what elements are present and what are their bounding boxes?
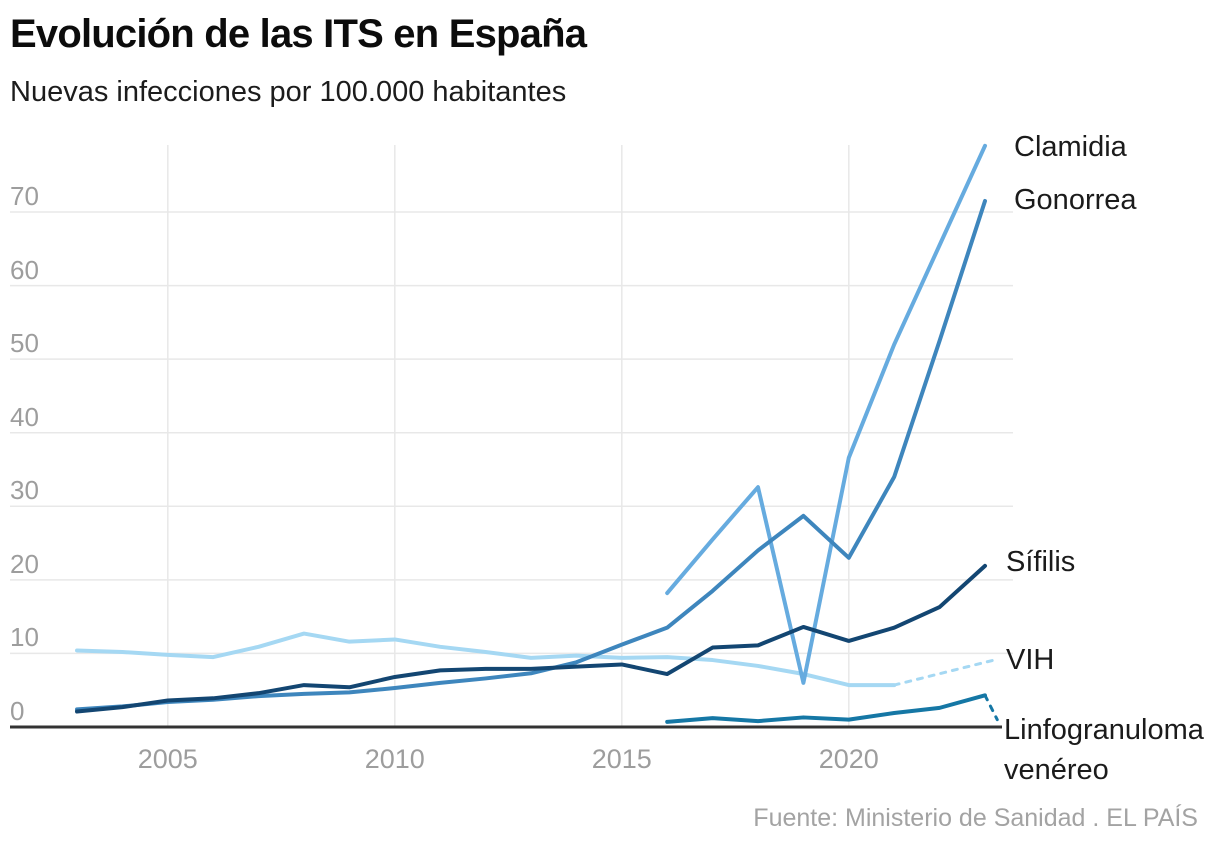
series-dashed-segment-linfogranuloma-venereo [983, 693, 999, 722]
page-title: Evolución de las ITS en España [10, 12, 587, 56]
y-axis-tick-label: 10 [10, 622, 39, 653]
series-line-clamidia [665, 143, 987, 685]
y-axis-tick-label: 60 [10, 254, 39, 285]
y-axis-tick-label: 30 [10, 475, 39, 506]
y-axis-tick-label: 0 [10, 696, 25, 726]
series-label-linfogranuloma-venereo: Linfogranuloma venéreo [1004, 714, 1204, 786]
series-line-linfogranuloma-venereo [665, 693, 987, 724]
page-subtitle: Nuevas infecciones por 100.000 habitante… [10, 76, 567, 108]
series-line-sifilis [75, 563, 987, 714]
y-axis-tick-label: 40 [10, 401, 39, 432]
x-axis-tick-label: 2005 [137, 744, 198, 774]
x-axis-tick-label: 2015 [591, 744, 652, 774]
y-axis-tick-label: 50 [10, 328, 39, 359]
series-label-clamidia: Clamidia [1014, 131, 1127, 163]
line-chart-canvas [10, 143, 1013, 729]
series-line-vih [75, 631, 897, 688]
x-axis-tick-label: 2020 [818, 744, 879, 774]
source-credit: Fuente: Ministerio de Sanidad . EL PAÍS [753, 804, 1198, 832]
series-label-vih: VIH [1006, 644, 1055, 676]
series-label-sifilis: Sífilis [1006, 546, 1076, 578]
y-axis-tick-label: 70 [10, 181, 39, 211]
x-axis-tick-label: 2010 [364, 744, 425, 774]
y-axis-tick-label: 20 [10, 548, 39, 579]
series-dashed-segment-vih [892, 658, 996, 687]
series-label-gonorrea: Gonorrea [1014, 184, 1137, 216]
